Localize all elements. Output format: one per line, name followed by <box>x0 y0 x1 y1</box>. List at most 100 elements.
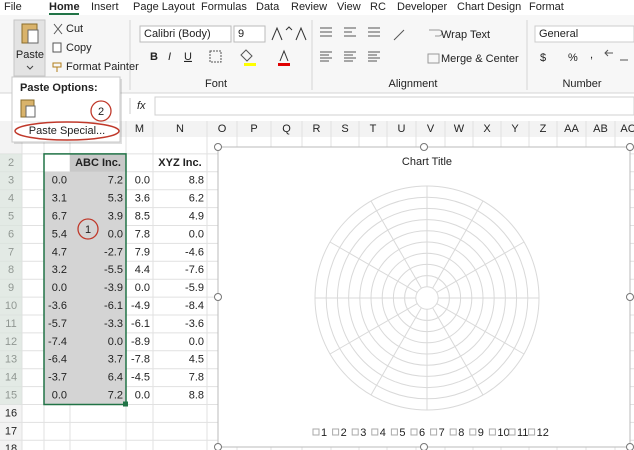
paste-menu-title: Paste Options: <box>20 82 98 94</box>
cell: 4.9 <box>189 210 204 222</box>
cell: 8.8 <box>189 175 204 187</box>
paste-label[interactable]: Paste <box>16 49 44 61</box>
font-name-box[interactable] <box>139 25 232 43</box>
legend-swatch <box>488 428 496 436</box>
ribbon-tab[interactable]: Chart Design <box>457 1 521 13</box>
column-header: AC <box>620 123 634 135</box>
format-painter-button[interactable]: Format Painter <box>66 61 139 73</box>
paste-special-item[interactable]: Paste Special... <box>29 125 105 137</box>
borders-icon[interactable] <box>209 50 222 63</box>
fill-handle <box>123 401 128 407</box>
resize-handle[interactable] <box>214 143 222 151</box>
cell: 5.3 <box>108 193 123 205</box>
resize-handle[interactable] <box>626 293 634 301</box>
selection-fill <box>44 171 126 405</box>
wrap-text-button[interactable]: Wrap Text <box>441 29 490 41</box>
cell: 7.8 <box>189 372 204 384</box>
formula-input[interactable] <box>154 96 634 116</box>
cell: 8.8 <box>189 389 204 401</box>
number-format-box[interactable] <box>534 25 634 43</box>
cell: 0.0 <box>52 175 67 187</box>
cell: 0.0 <box>108 228 123 240</box>
cell: -6.4 <box>48 354 67 366</box>
font-style-button[interactable]: U <box>184 51 192 63</box>
font-style-button[interactable]: B <box>150 51 158 63</box>
cell-header: ABC Inc. <box>75 157 121 169</box>
legend-label: 6 <box>419 427 425 439</box>
cell: -8.4 <box>185 300 204 312</box>
legend-label: 5 <box>399 427 405 439</box>
ribbon-tab[interactable]: View <box>337 1 361 13</box>
column-header: O <box>218 123 227 135</box>
resize-handle[interactable] <box>420 443 428 450</box>
resize-handle[interactable] <box>626 143 634 151</box>
merge-icon[interactable] <box>427 53 440 64</box>
fx-button[interactable]: fx <box>137 100 146 112</box>
ribbon-tab[interactable]: Page Layout <box>133 1 195 13</box>
font-color-icon[interactable] <box>279 49 289 62</box>
cell: -8.9 <box>131 336 150 348</box>
legend-label: 2 <box>341 427 347 439</box>
cell: -4.9 <box>131 300 150 312</box>
ribbon-tab[interactable]: RC <box>370 1 386 13</box>
column-header: AA <box>564 123 579 135</box>
format-painter-icon <box>52 62 62 72</box>
radar-spoke <box>329 241 418 293</box>
cell: 0.0 <box>52 282 67 294</box>
ribbon-tab[interactable]: Data <box>256 1 280 13</box>
cell: 0.0 <box>135 389 150 401</box>
shrink-font-icon[interactable] <box>295 26 307 41</box>
comma-button[interactable]: , <box>590 49 593 61</box>
copy-button[interactable]: Copy <box>66 42 92 54</box>
orientation-icon[interactable] <box>393 29 405 41</box>
resize-handle[interactable] <box>214 293 222 301</box>
ribbon-tab[interactable]: Insert <box>91 1 119 13</box>
ribbon-tab[interactable]: Home <box>49 1 80 13</box>
ribbon-tab[interactable]: Review <box>291 1 327 13</box>
legend-label: 12 <box>537 427 549 439</box>
fill-color-icon[interactable] <box>240 49 253 62</box>
legend-label: 3 <box>360 427 366 439</box>
ribbon-tab[interactable]: Formulas <box>201 1 247 13</box>
chart-title[interactable]: Chart Title <box>402 156 452 168</box>
ribbon-tab[interactable]: Developer <box>397 1 447 13</box>
column-header: Z <box>540 123 547 135</box>
resize-handle[interactable] <box>626 443 634 450</box>
legend-swatch <box>508 428 516 436</box>
cut-button[interactable]: Cut <box>66 23 83 35</box>
grow-font-icon[interactable] <box>271 26 293 41</box>
font-size-box[interactable] <box>233 25 266 43</box>
decimal-icon[interactable] <box>604 49 628 61</box>
merge-center-button[interactable]: Merge & Center <box>441 53 519 65</box>
cell: 3.6 <box>135 193 150 205</box>
radar-spoke <box>432 307 484 396</box>
chart-area[interactable] <box>217 146 631 448</box>
font-name[interactable]: Calibri (Body) <box>144 28 211 40</box>
cell: -3.7 <box>48 372 67 384</box>
cell: 6.7 <box>52 210 67 222</box>
wrap-icon[interactable] <box>429 29 443 37</box>
selection-fill <box>70 153 126 172</box>
font-style-button[interactable]: I <box>168 51 171 63</box>
cell: 8.5 <box>135 210 150 222</box>
selection-border <box>43 153 127 406</box>
cell: -4.6 <box>185 246 204 258</box>
paste-special-highlight <box>14 121 120 141</box>
cell: 4.4 <box>135 264 150 276</box>
percent-button[interactable]: % <box>568 52 578 64</box>
ribbon-tab[interactable]: File <box>4 1 22 13</box>
cell: 3.1 <box>52 193 67 205</box>
cell: -4.5 <box>131 372 150 384</box>
ribbon-tab[interactable]: Format <box>529 1 564 13</box>
number-format[interactable]: General <box>539 28 578 40</box>
radar-spoke <box>370 307 422 396</box>
currency-button[interactable]: $ <box>540 52 546 64</box>
active-tab-underline <box>49 13 79 15</box>
font-size[interactable]: 9 <box>238 28 244 40</box>
resize-handle[interactable] <box>420 143 428 151</box>
cell: -6.1 <box>104 300 123 312</box>
cell: 0.0 <box>135 282 150 294</box>
cell: 3.2 <box>52 264 67 276</box>
column-header: AB <box>593 123 608 135</box>
resize-handle[interactable] <box>214 443 222 450</box>
